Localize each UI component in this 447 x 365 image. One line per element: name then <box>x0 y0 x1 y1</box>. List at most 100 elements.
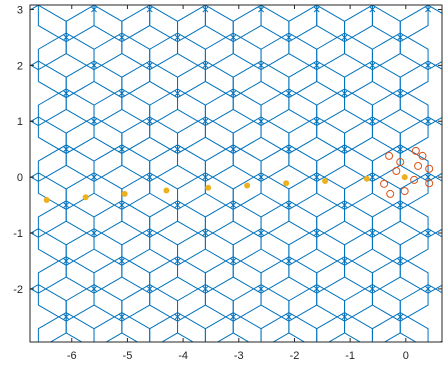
x-tick-label: -3 <box>234 350 244 362</box>
cell-center-marker <box>63 258 70 264</box>
x-tick-label: -1 <box>345 350 355 362</box>
cell-center-marker <box>230 90 237 97</box>
cell-center-marker <box>118 146 125 153</box>
ring-point <box>411 146 420 155</box>
cell-center-marker <box>146 285 153 292</box>
cell-center-marker <box>369 285 376 292</box>
cell-center-marker <box>341 202 348 209</box>
hex-cell <box>399 172 442 238</box>
cell-center-marker <box>425 62 432 69</box>
cell-center-marker <box>202 174 209 181</box>
cell-center-marker <box>147 341 153 342</box>
cell-center-marker <box>397 258 404 264</box>
cell-center-marker <box>91 174 97 181</box>
cell-center-marker <box>313 62 320 69</box>
cell-center-marker <box>91 230 97 236</box>
cell-center-marker <box>425 230 432 236</box>
ring-point <box>386 189 395 198</box>
cell-center-marker <box>91 341 97 342</box>
cell-center-marker <box>230 34 237 41</box>
cell-center-marker <box>258 285 265 292</box>
cell-center-marker <box>369 62 376 69</box>
cell-center-marker <box>285 90 292 97</box>
cell-center-marker <box>202 285 209 292</box>
cell-center-marker <box>285 202 292 209</box>
hex-cells <box>30 5 442 342</box>
axes: -6 -5 -4 -3 -2 -1 0 -2 -1 0 1 2 3 <box>13 4 443 362</box>
cell-center-marker <box>425 174 432 181</box>
cell-center-marker <box>258 118 265 125</box>
cell-center-marker <box>369 118 376 125</box>
cell-center-marker <box>258 341 264 342</box>
cell-center-marker <box>91 285 97 292</box>
ring-point <box>418 151 427 160</box>
cell-center-marker <box>146 230 153 236</box>
trajectory-point <box>283 180 290 187</box>
y-tick-label: -2 <box>13 284 23 296</box>
y-tick-label: 0 <box>17 172 23 184</box>
cell-center-marker <box>341 258 348 264</box>
cell-center-marker <box>369 341 375 342</box>
trajectory-point <box>121 190 128 197</box>
cell-center-marker <box>118 258 125 264</box>
cell-center-marker <box>425 6 432 13</box>
cell-center-marker <box>91 6 97 13</box>
cell-center-marker <box>313 230 320 236</box>
trajectory-point <box>322 178 329 185</box>
cell-center-marker <box>258 174 265 181</box>
cell-center-marker <box>341 313 348 320</box>
cell-center-marker <box>146 118 153 125</box>
cell-center-marker <box>118 90 125 97</box>
cell-center-marker <box>285 313 292 320</box>
cell-center-marker <box>258 62 265 69</box>
trajectory-point <box>244 182 251 189</box>
cell-center-marker <box>118 202 125 209</box>
cell-center-marker <box>285 146 292 153</box>
trajectory-point <box>205 184 212 191</box>
cell-center-marker <box>397 202 404 209</box>
cell-center-marker <box>63 34 70 41</box>
x-tick-label: 0 <box>403 350 409 362</box>
cell-center-marker <box>369 6 376 13</box>
cell-center-marker <box>397 313 404 320</box>
cell-center-marker <box>314 341 320 342</box>
ring-point <box>425 179 434 188</box>
cell-center-marker <box>202 341 208 342</box>
cell-center-marker <box>146 6 153 13</box>
trajectory-point <box>82 194 89 201</box>
cell-center-marker <box>118 34 125 41</box>
cell-center-marker <box>341 146 348 153</box>
cell-center-marker <box>313 6 320 13</box>
cell-center-marker <box>230 202 237 209</box>
y-tick-label: 2 <box>17 60 23 72</box>
cell-center-marker <box>285 258 292 264</box>
cell-center-marker <box>369 174 376 181</box>
cell-center-marker <box>146 174 153 181</box>
hex-cell <box>399 60 442 127</box>
y-tick-label: 1 <box>17 116 23 128</box>
cell-center-marker <box>369 230 376 236</box>
trajectory-point <box>163 187 170 194</box>
cell-center-marker <box>313 174 320 181</box>
cell-center-marker <box>202 62 209 69</box>
cell-center-marker <box>202 118 209 125</box>
cell-center-marker <box>230 313 237 320</box>
ring-point <box>425 164 434 173</box>
cell-center-marker <box>174 258 181 264</box>
cell-center-marker <box>174 90 181 97</box>
cell-center-marker <box>341 34 348 41</box>
data-series <box>43 6 434 342</box>
trajectory-point <box>363 175 370 182</box>
ring-point <box>410 175 419 184</box>
cell-center-marker <box>425 285 432 292</box>
x-tick-label: -4 <box>178 350 188 362</box>
cell-center-marker <box>174 202 181 209</box>
cell-center-marker <box>258 230 265 236</box>
cell-center-marker <box>397 146 404 153</box>
cell-center-marker <box>397 34 404 41</box>
y-tick-label: -1 <box>13 228 23 240</box>
cell-center-marker <box>63 146 70 153</box>
ring-point <box>385 151 394 160</box>
cell-center-marker <box>397 90 404 97</box>
x-tick-label: -6 <box>67 350 77 362</box>
